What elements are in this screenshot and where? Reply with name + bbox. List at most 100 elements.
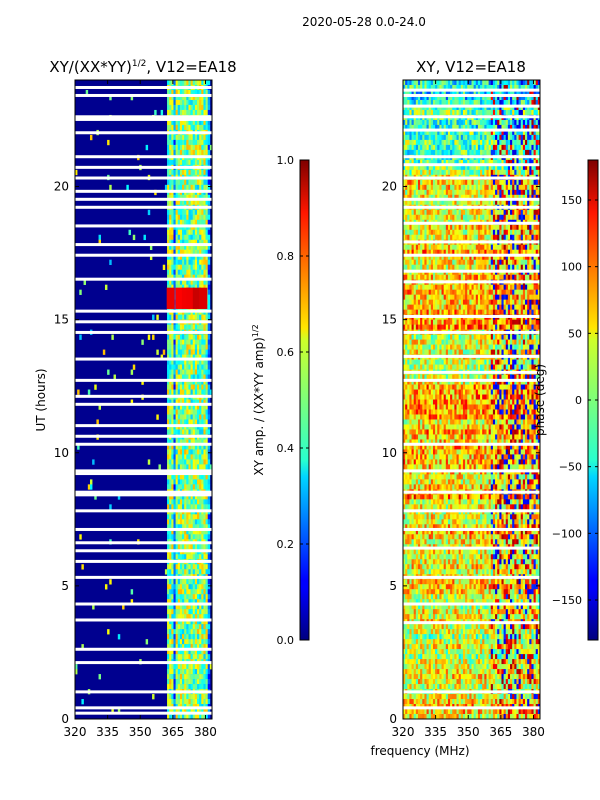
amplitude-cell (205, 119, 209, 126)
phase-cell (437, 149, 440, 156)
phase-cell (490, 144, 494, 151)
amplitude-cell (98, 404, 101, 410)
amplitude-cell (192, 599, 196, 605)
amplitude-cell (203, 264, 206, 270)
amplitude-cell (188, 169, 191, 176)
phase-cell (484, 244, 487, 251)
phase-cell (507, 164, 511, 171)
amplitude-cell (203, 134, 206, 141)
phase-cell (512, 134, 515, 141)
amplitude-cell (184, 349, 187, 355)
amplitude-cell (207, 94, 211, 101)
amplitude-cell (173, 699, 176, 705)
phase-cell (428, 119, 432, 126)
phase-cell (439, 144, 442, 151)
amplitude-cell (207, 519, 211, 525)
amplitude-cell (175, 429, 179, 435)
amplitude-cell (207, 359, 211, 365)
amplitude-plot-frame (74, 79, 213, 720)
amplitude-flagged-row (75, 509, 212, 513)
amplitude-cell (175, 364, 179, 370)
amplitude-cell (171, 344, 174, 350)
amplitude-cell (192, 284, 196, 290)
amplitude-cell (167, 654, 170, 660)
amplitude-cell (184, 459, 187, 465)
amplitude-cell (175, 629, 179, 635)
phase-cell (450, 84, 453, 91)
phase-cell (477, 209, 481, 216)
amplitude-cell (179, 80, 183, 86)
phase-cell (407, 194, 410, 201)
phase-cell (445, 224, 449, 231)
amplitude-cell (179, 464, 183, 470)
amplitude-cell (188, 444, 191, 450)
amplitude-cell (167, 399, 170, 405)
phase-cell (482, 224, 485, 231)
amplitude-cell (152, 694, 155, 700)
phase-cell (516, 134, 519, 141)
phase-cell (537, 159, 541, 166)
amplitude-cell (203, 339, 206, 345)
amplitude-cell (179, 684, 183, 690)
phase-cell (535, 169, 539, 176)
amplitude-cell (173, 409, 176, 415)
amplitude-cell (184, 529, 187, 535)
amplitude-cell (175, 134, 179, 141)
amplitude-cell (205, 369, 209, 375)
amplitude-cell (175, 339, 179, 345)
amplitude-cell (182, 344, 185, 350)
phase-cell (537, 109, 541, 116)
amplitude-cell (175, 649, 179, 655)
amplitude-cell (199, 664, 202, 670)
amplitude-cell (192, 479, 196, 485)
phase-cell (535, 109, 539, 116)
phase-cell (407, 144, 410, 151)
phase-cell (482, 194, 485, 201)
phase-cell (527, 234, 530, 241)
amplitude-cell (184, 159, 187, 166)
phase-cell (473, 184, 477, 191)
amplitude-cell (173, 454, 176, 460)
phase-cell (482, 189, 485, 196)
amplitude-cell (169, 374, 172, 380)
phase-cell (415, 249, 419, 256)
amplitude-cell (199, 374, 202, 380)
amplitude-cell (192, 214, 196, 221)
amplitude-cell (169, 269, 172, 275)
amplitude-cell (184, 169, 187, 176)
amplitude-cell (205, 709, 209, 715)
amplitude-cell (184, 259, 187, 266)
phase-cell (520, 169, 524, 176)
amplitude-cell (147, 334, 151, 340)
phase-cell (454, 234, 457, 241)
amplitude-cell (186, 584, 189, 590)
phase-cell (516, 209, 519, 216)
amplitude-cell (182, 249, 185, 256)
amplitude-rfi-burst (186, 287, 195, 309)
amplitude-cell (207, 249, 211, 256)
amplitude-cell (186, 449, 189, 455)
phase-cell (456, 194, 459, 201)
amplitude-cell (205, 109, 209, 116)
phase-cell (450, 124, 453, 131)
phase-cell (447, 80, 451, 86)
phase-cell (514, 144, 517, 151)
phase-cell (537, 189, 541, 196)
phase-cell (499, 224, 502, 231)
phase-cell (424, 179, 427, 186)
amplitude-x-tick-label: 335 (96, 725, 119, 739)
amplitude-cell (186, 579, 189, 585)
phase-cell (467, 249, 470, 256)
amplitude-cell (177, 80, 181, 86)
phase-cell (430, 249, 434, 256)
phase-cell (426, 109, 429, 116)
phase-cell (411, 109, 414, 116)
phase-cell (477, 129, 481, 136)
amplitude-colorbar-ticks: 0.00.20.40.60.81.0 (277, 154, 309, 647)
phase-cell (443, 129, 447, 136)
amplitude-cell (169, 624, 172, 630)
amplitude-cell (190, 464, 194, 470)
amplitude-cell (203, 584, 206, 590)
amplitude-cell (201, 214, 204, 221)
amplitude-cell (188, 264, 191, 270)
